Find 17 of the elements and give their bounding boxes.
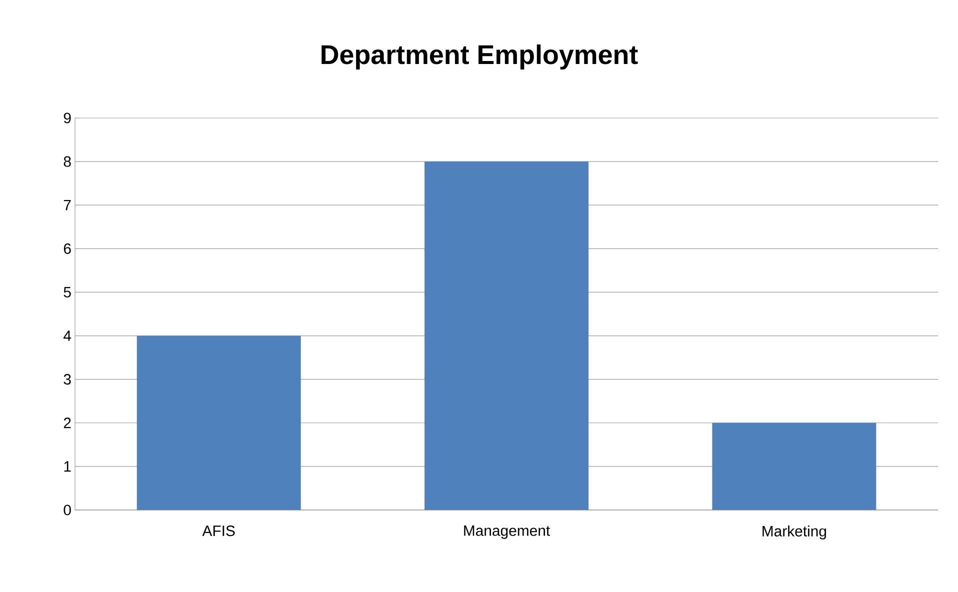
y-tick-label: 2: [64, 418, 71, 428]
chart-title: Department Employment: [322, 44, 638, 70]
y-tick-label: 8: [64, 156, 71, 167]
y-tick-label: 0: [64, 504, 71, 516]
y-tick-label: 4: [64, 330, 72, 341]
y-tick-label: 6: [64, 243, 71, 254]
x-tick-label: Management: [464, 526, 550, 539]
x-tick-label: Marketing: [762, 526, 826, 540]
bar: [136, 336, 301, 510]
y-tick-label: 1: [64, 461, 71, 472]
y-tick-label: 5: [64, 286, 71, 298]
x-tick-label: AFIS: [202, 526, 235, 536]
y-tick-label: 3: [64, 374, 71, 385]
bar: [424, 162, 588, 510]
y-tick-label: 9: [64, 112, 71, 124]
y-tick-label: 7: [64, 200, 71, 210]
bar: [712, 422, 876, 510]
